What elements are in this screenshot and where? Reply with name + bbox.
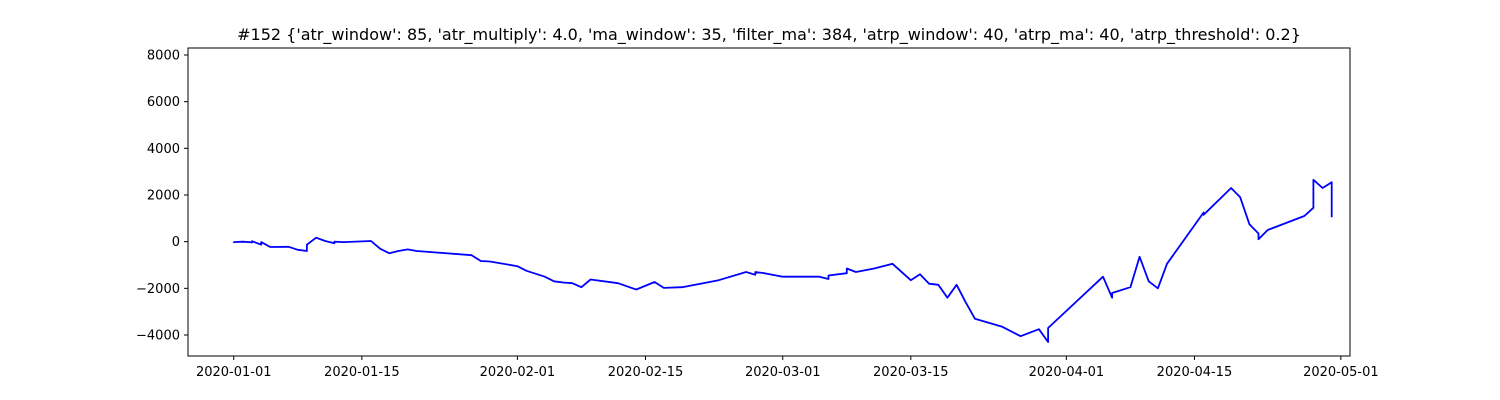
x-tick-label: 2020-04-01 [1029, 365, 1105, 380]
x-tick-label: 2020-02-01 [480, 365, 556, 380]
series-layer [232, 178, 1333, 343]
chart-title: #152 {'atr_window': 85, 'atr_multiply': … [237, 25, 1301, 45]
x-tick-label: 2020-01-01 [196, 365, 272, 380]
series-line [232, 178, 1333, 343]
x-tick-label: 2020-02-15 [608, 365, 684, 380]
y-tick-label: 2000 [147, 189, 180, 204]
y-tick-label: −2000 [136, 282, 180, 297]
x-axis: 2020-01-01 2020-01-15 2020-02-01 2020-02-15… [196, 356, 1379, 380]
x-tick-label: 2020-04-15 [1157, 365, 1233, 380]
y-tick-label: −4000 [136, 329, 180, 344]
x-tick-label: 2020-01-15 [324, 365, 400, 380]
y-tick-label: 4000 [147, 142, 180, 157]
y-tick-label: 8000 [147, 49, 180, 64]
y-tick-label: 6000 [147, 95, 180, 110]
x-tick-label: 2020-03-01 [745, 365, 821, 380]
y-axis: −4000 −2000 0 2000 4000 6000 8000 [136, 49, 188, 344]
x-tick-label: 2020-03-15 [873, 365, 949, 380]
plot-frame [187, 47, 1351, 357]
plot-area [188, 48, 1350, 356]
y-tick-label: 0 [172, 235, 180, 250]
x-tick-label: 2020-05-01 [1303, 365, 1379, 380]
